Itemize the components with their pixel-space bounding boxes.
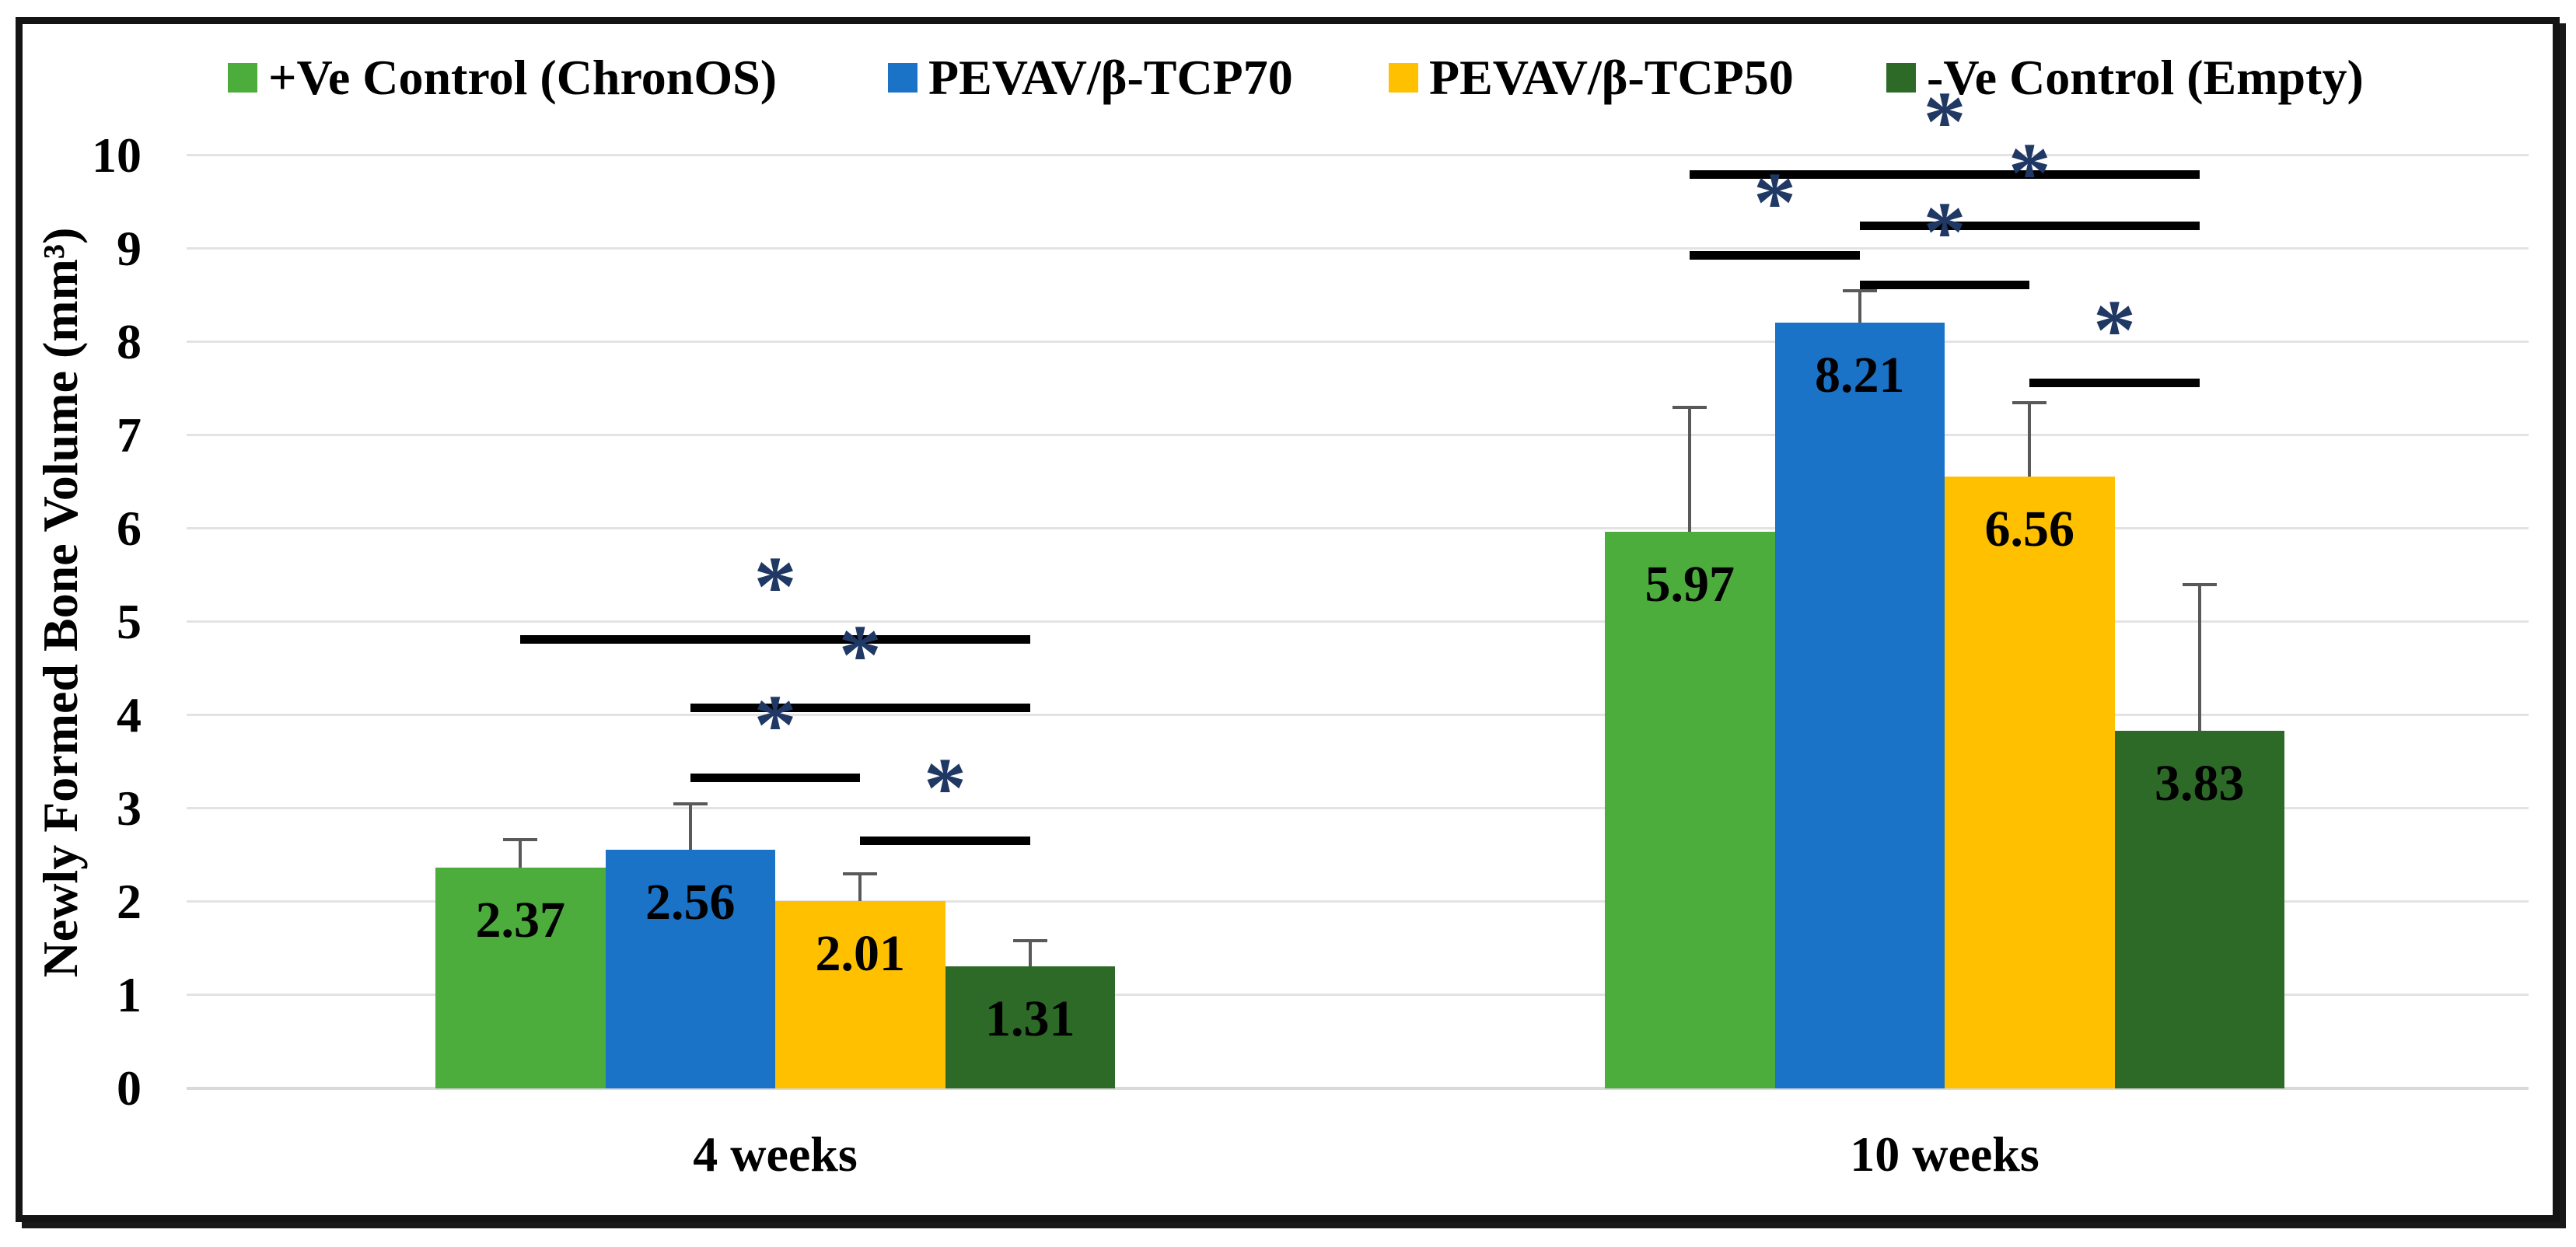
bar-value-label: 2.37 [475,891,566,948]
bar-value-label: 2.01 [815,924,906,982]
error-bar-line [2197,585,2201,732]
legend-label: PEVAV/β-TCP50 [1429,50,1794,105]
significance-bracket [2029,378,2200,387]
x-axis-label: 4 weeks [693,1126,858,1182]
legend-swatch [228,63,257,93]
legend-label: -Ve Control (Empty) [1927,50,2364,105]
error-bar-cap [1672,406,1707,409]
error-bar-cap [503,837,538,841]
bar [605,849,775,1088]
y-tick-label: 8 [117,314,142,369]
significance-star: * [2008,125,2051,220]
legend-swatch [1389,63,1418,93]
y-tick-label: 6 [117,501,142,556]
legend-label: PEVAV/β-TCP70 [928,50,1293,105]
significance-bracket [1690,170,2200,179]
gridline [187,900,2529,903]
significance-bracket [860,836,1030,845]
gridline [187,341,2529,343]
significance-star: * [1753,155,1796,250]
gridline [187,994,2529,996]
error-bar-line [688,804,692,850]
bar-value-label: 3.83 [2155,755,2245,812]
legend-item: PEVAV/β-TCP70 [888,48,1293,107]
error-bar-line [1028,941,1032,966]
gridline [187,434,2529,436]
error-bar-cap [2012,401,2047,404]
legend-item: -Ve Control (Empty) [1886,48,2364,107]
significance-star: * [753,677,797,773]
significance-star: * [753,538,797,634]
y-tick-label: 2 [117,874,142,929]
error-bar-line [1858,291,1861,323]
error-bar-line [858,874,862,901]
significance-bracket [1859,222,2200,230]
x-axis-label: 10 weeks [1850,1126,2039,1182]
bar [775,900,945,1088]
significance-star: * [2093,281,2136,377]
significance-bracket [1859,280,2030,289]
bar [1605,531,1775,1088]
error-bar-line [1688,407,1692,532]
error-bar-cap [2182,583,2217,586]
bar-value-label: 2.56 [645,873,736,931]
significance-bracket [1690,251,1860,260]
y-tick-label: 4 [117,687,142,742]
gridline [187,714,2529,716]
legend-item: PEVAV/β-TCP50 [1389,48,1794,107]
error-bar-cap [1012,939,1047,943]
bar-value-label: 1.31 [985,990,1075,1047]
gridline [187,620,2529,623]
y-tick-label: 7 [117,407,142,463]
y-tick-label: 10 [92,127,142,183]
significance-star: * [838,607,882,703]
gridline [187,154,2529,156]
significance-star: * [1923,183,1966,279]
bar [435,867,606,1088]
significance-star: * [924,739,966,835]
legend-swatch [1886,63,1916,93]
x-axis-line [187,1087,2529,1090]
bar [945,966,1115,1088]
significance-bracket [520,634,1030,644]
y-tick-label: 9 [117,221,142,276]
error-bar-line [2028,403,2032,477]
error-bar-cap [843,872,878,875]
bar [2114,731,2284,1088]
bar-value-label: 5.97 [1645,555,1735,613]
bar-value-label: 8.21 [1815,346,1905,403]
error-bar-cap [673,802,708,805]
y-tick-label: 1 [117,967,142,1022]
bar [1774,322,1945,1088]
legend-swatch [888,63,918,93]
bar [1945,476,2115,1088]
error-bar-line [519,839,523,868]
y-tick-label: 3 [117,781,142,836]
bar-value-label: 6.56 [1984,500,2075,557]
y-tick-label: 0 [117,1060,142,1116]
significance-star: * [1923,74,1966,169]
legend-label: +Ve Control (ChronOS) [268,50,778,105]
gridline [187,527,2529,529]
error-bar-cap [1842,289,1877,292]
significance-bracket [690,774,861,783]
gridline [187,247,2529,250]
y-tick-label: 5 [117,594,142,649]
legend-item: +Ve Control (ChronOS) [228,48,777,107]
significance-bracket [690,704,1030,713]
gridline [187,807,2529,809]
